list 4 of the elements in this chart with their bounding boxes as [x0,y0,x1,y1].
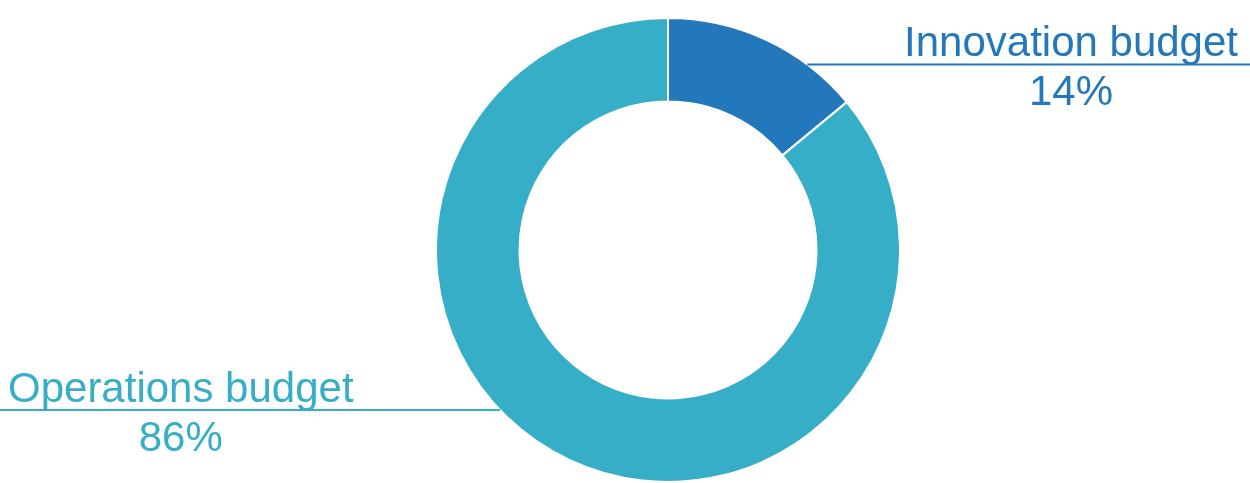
slice-label: Operations budget [8,364,354,412]
slice-label: Innovation budget [904,18,1239,66]
data-label: 14% [1028,66,1114,114]
data-label: 86% [138,412,223,460]
